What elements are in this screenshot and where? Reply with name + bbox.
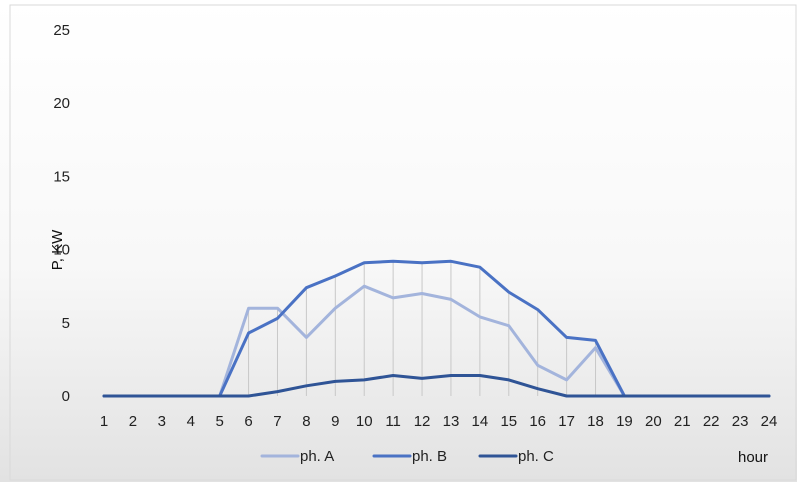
x-tick-label: 7 [273,413,281,430]
x-tick-label: 1 [100,413,108,430]
y-tick-label: 10 [53,242,70,259]
x-tick-label: 12 [414,413,431,430]
x-tick-label: 8 [302,413,310,430]
x-tick-label: 16 [529,413,546,430]
x-tick-label: 21 [674,413,691,430]
y-axis-title: P, KW [49,229,66,270]
x-tick-label: 11 [385,413,401,430]
x-tick-label: 3 [158,413,166,430]
legend-label-3: ph. C [518,448,554,465]
drop-lines [248,261,597,396]
y-tick-label: 0 [62,388,70,405]
x-tick-label: 18 [587,413,604,430]
legend-label-1: ph. A [300,448,334,465]
x-tick-label: 2 [129,413,137,430]
y-axis-ticks: 0 5 10 15 20 25 [53,22,70,405]
x-tick-label: 24 [761,413,778,430]
x-tick-label: 5 [215,413,223,430]
y-tick-label: 5 [62,315,70,332]
chart-frame [9,4,797,481]
x-tick-label: 6 [244,413,252,430]
x-tick-label: 20 [645,413,662,430]
x-tick-label: 14 [472,413,489,430]
y-tick-label: 15 [53,168,70,185]
x-tick-label: 9 [331,413,339,430]
x-tick-label: 22 [703,413,720,430]
series-line-3 [102,374,771,398]
x-tick-label: 19 [616,413,633,430]
x-axis-title: hour [738,449,768,466]
x-tick-label: 23 [732,413,749,430]
x-tick-label: 4 [187,413,195,430]
x-tick-label: 17 [558,413,575,430]
x-axis-ticks: 1 2 3 4 5 6 7 8 9 10 11 12 13 14 15 16 17 18 19 20 21 22 23 24 [100,413,778,430]
legend-label-2: ph. B [412,448,447,465]
y-tick-label: 20 [53,95,70,112]
x-tick-label: 13 [443,413,460,430]
y-tick-label: 25 [53,22,70,39]
x-tick-label: 10 [356,413,373,430]
legend: ph. A ph. B ph. C [260,448,554,465]
x-tick-label: 15 [500,413,517,430]
series-layer [102,259,771,398]
